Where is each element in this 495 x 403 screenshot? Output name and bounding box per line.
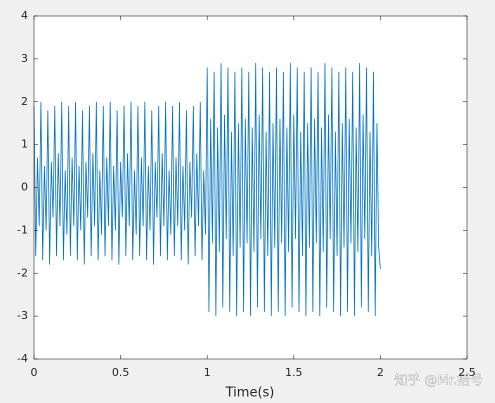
- y-tick-label: -2: [17, 266, 28, 279]
- x-tick-label: 0.5: [112, 366, 130, 379]
- y-tick-label: 0: [21, 181, 28, 194]
- x-tick-label: 0: [31, 366, 38, 379]
- x-tick-label: 2: [377, 366, 384, 379]
- x-tick-label: 1: [204, 366, 211, 379]
- y-tick-label: -1: [17, 223, 28, 236]
- signal-line: [33, 63, 381, 317]
- y-tick-label: -4: [17, 352, 28, 365]
- watermark: 知乎 @Mr.括号: [394, 373, 483, 389]
- x-tick-label: 1.5: [285, 366, 303, 379]
- y-tick-label: -3: [17, 309, 28, 322]
- y-tick-label: 2: [21, 95, 28, 108]
- x-axis-label: Time(s): [225, 386, 275, 401]
- y-tick-label: 3: [21, 52, 28, 65]
- y-tick-label: 1: [21, 138, 28, 151]
- y-tick-label: 4: [21, 9, 28, 22]
- x-tick-label: 2.5: [458, 366, 476, 379]
